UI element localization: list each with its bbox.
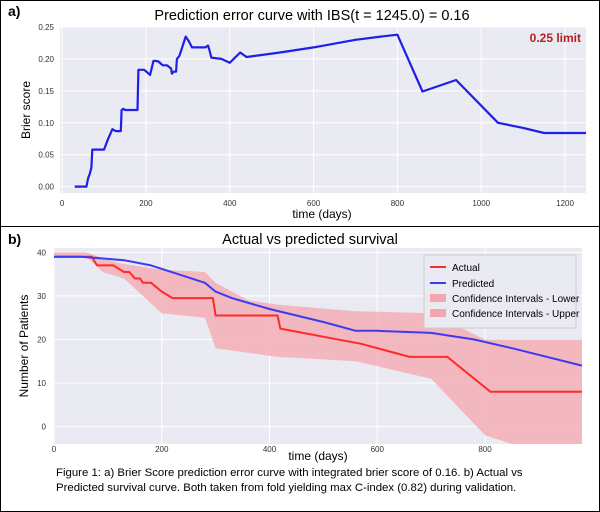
figure-caption: Figure 1: a) Brier Score prediction erro…	[56, 466, 576, 496]
survival-chart: Actual vs predicted survival 0 200 400 600 8…	[17, 232, 583, 463]
legend-swatch-ci-lower	[430, 294, 446, 302]
chart-b-xtick-label: 200	[155, 445, 169, 454]
chart-b-ytick-label: 30	[37, 292, 46, 301]
limit-annotation: 0.25 limit	[530, 31, 581, 45]
chart-a-title: Prediction error curve with IBS(t = 1245…	[154, 8, 469, 24]
chart-b-title: Actual vs predicted survival	[222, 232, 398, 248]
legend-box	[423, 254, 577, 329]
chart-a-xlabel: time (days)	[292, 207, 351, 221]
chart-b-ytick-label: 40	[37, 248, 46, 257]
chart-a-plot-area	[60, 27, 586, 193]
chart-b-ylabel: Number of Patients	[17, 295, 31, 398]
chart-a-xtick-label: 1200	[556, 199, 574, 208]
chart-b-ytick-label: 0	[42, 423, 47, 432]
confidence-interval-band	[54, 252, 582, 444]
actual-line	[54, 255, 582, 393]
chart-a-ytick-label: 0.00	[38, 183, 54, 192]
chart-a-ytick-label: 0.05	[38, 151, 54, 160]
brier-score-chart: Prediction error curve with IBS(t = 1245…	[19, 8, 586, 221]
predicted-line	[54, 255, 583, 367]
chart-a-xtick-label: 1000	[472, 199, 490, 208]
legend-ci-upper: Confidence Intervals - Upper	[452, 309, 580, 320]
panel-a-label: a)	[8, 3, 21, 19]
chart-a-xtick-label: 0	[60, 199, 65, 208]
chart-a-ytick-label: 0.15	[38, 87, 54, 96]
chart-a-ytick-label: 0.25	[38, 23, 54, 32]
chart-b-xtick-label: 400	[263, 445, 277, 454]
caption-line-2: Predicted survival curve. Both taken fro…	[56, 482, 517, 494]
chart-a-ytick-label: 0.10	[38, 119, 54, 128]
brier-score-line	[74, 33, 586, 188]
legend-predicted: Predicted	[452, 279, 494, 290]
chart-b-legend: Actual Predicted Confidence Intervals - …	[423, 254, 580, 329]
chart-a-ylabel: Brier score	[19, 81, 33, 139]
legend-swatch-ci-upper	[430, 309, 446, 317]
panel-divider	[0, 226, 599, 227]
chart-b-ytick-label: 10	[37, 379, 46, 388]
chart-a-xtick-label: 200	[139, 199, 153, 208]
chart-b-xlabel: time (days)	[288, 449, 347, 463]
panel-b-label: b)	[8, 231, 22, 247]
chart-a-ytick-label: 0.20	[38, 55, 54, 64]
legend-actual: Actual	[452, 263, 480, 274]
chart-b-xtick-label: 800	[478, 445, 492, 454]
chart-a-xtick-label: 600	[307, 199, 321, 208]
chart-b-ytick-label: 20	[37, 335, 46, 344]
legend-ci-lower: Confidence Intervals - Lower	[452, 294, 580, 305]
chart-b-xtick-label: 0	[52, 445, 57, 454]
chart-a-xtick-label: 800	[391, 199, 405, 208]
chart-a-xtick-label: 400	[223, 199, 237, 208]
caption-line-1: Figure 1: a) Brier Score prediction erro…	[56, 467, 523, 479]
chart-b-xtick-label: 600	[371, 445, 385, 454]
